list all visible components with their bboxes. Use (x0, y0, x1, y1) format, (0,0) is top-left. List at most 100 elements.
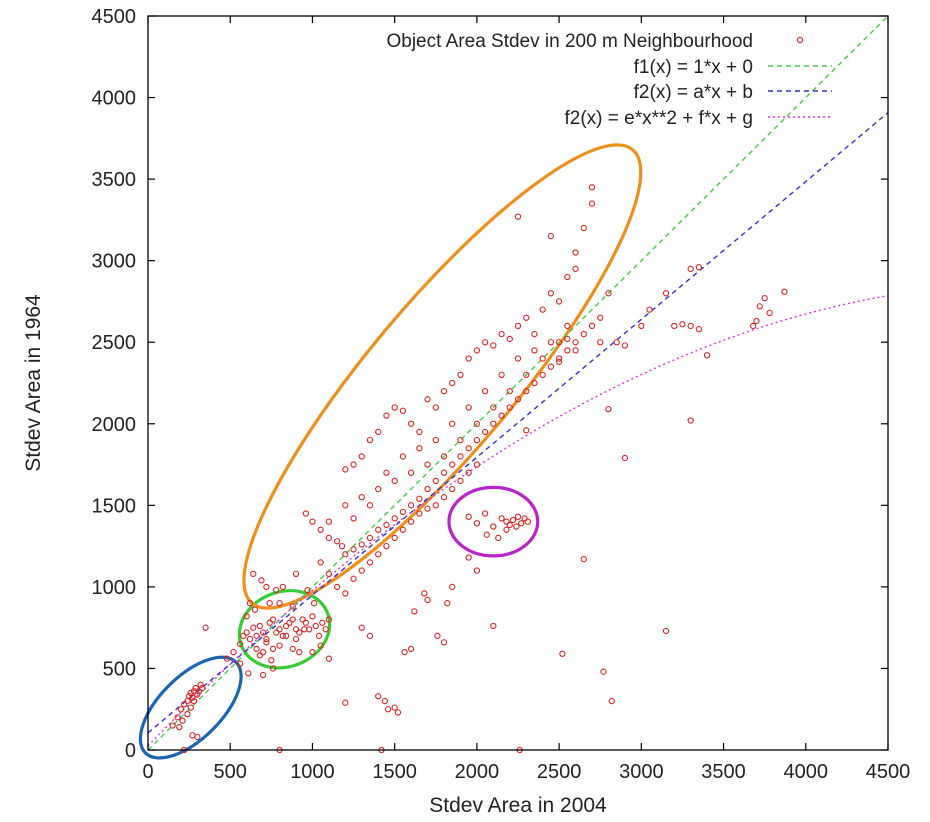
data-point-205 (498, 371, 505, 378)
data-point-83 (269, 665, 277, 672)
data-point-206 (514, 355, 522, 362)
data-point-170 (391, 534, 398, 542)
data-point-104 (440, 469, 448, 476)
data-point-88 (317, 526, 324, 533)
data-point-29 (250, 624, 257, 631)
data-point-140 (473, 347, 481, 354)
highlight-ellipse-3 (242, 143, 643, 610)
data-point-102 (424, 485, 431, 493)
data-point-173 (416, 510, 423, 517)
data-point-182 (342, 502, 349, 509)
data-point-236 (421, 590, 428, 597)
plot-frame (147, 15, 889, 751)
data-point-35 (269, 616, 277, 623)
data-point-234 (407, 645, 415, 653)
data-point-222 (483, 531, 490, 538)
data-point-109 (481, 428, 489, 436)
data-point-113 (514, 396, 522, 403)
y-tick-label-500: 500 (103, 658, 136, 680)
data-point-118 (555, 355, 563, 362)
data-point-178 (457, 477, 464, 485)
data-point-97 (383, 521, 390, 529)
data-point-44 (299, 616, 306, 623)
data-point-138 (457, 371, 464, 378)
data-point-16 (184, 710, 191, 718)
x-tick-label-1500: 1500 (372, 761, 417, 783)
data-point-26 (240, 632, 247, 639)
fit-lines (148, 16, 888, 750)
y-tick-label-1000: 1000 (92, 577, 137, 599)
data-point-13 (199, 684, 206, 692)
data-point-110 (490, 420, 497, 427)
data-point-251 (608, 697, 615, 705)
data-point-265 (687, 322, 694, 330)
data-point-34 (266, 619, 273, 626)
legend-label-3: f2(x) = e*x**2 + f*x + g (564, 108, 753, 129)
data-point-66 (292, 635, 300, 643)
fit-line-2 (148, 112, 888, 734)
data-point-137 (449, 379, 456, 387)
highlight-ellipse-1 (138, 655, 243, 760)
data-point-72 (258, 577, 265, 584)
data-point-125 (350, 461, 357, 468)
x-tick-label-0: 0 (142, 761, 153, 783)
data-point-64 (273, 587, 280, 594)
data-point-269 (695, 264, 703, 271)
data-point-144 (506, 335, 513, 343)
data-point-76 (304, 587, 311, 594)
x-axis-label: Stdev Area in 2004 (429, 794, 607, 817)
data-point-270 (703, 352, 711, 359)
data-point-130 (391, 404, 398, 411)
data-point-73 (266, 600, 273, 607)
data-point-15 (187, 704, 194, 711)
data-point-10 (194, 691, 201, 698)
data-point-96 (375, 526, 382, 533)
data-point-149 (547, 290, 555, 297)
data-point-120 (572, 339, 579, 346)
data-point-84 (289, 645, 296, 653)
data-point-225 (342, 699, 349, 706)
y-tick-label-3500: 3500 (92, 169, 137, 191)
data-point-89 (325, 534, 333, 542)
data-point-36 (273, 629, 280, 636)
data-point-268 (687, 265, 694, 272)
data-point-237 (424, 596, 431, 604)
data-point-199 (399, 453, 407, 460)
data-point-160 (613, 339, 620, 346)
data-point-216 (506, 521, 513, 529)
data-point-163 (333, 583, 341, 591)
data-point-204 (481, 388, 489, 395)
data-point-241 (449, 583, 456, 591)
data-point-198 (383, 469, 390, 476)
data-point-196 (350, 515, 357, 522)
data-point-187 (424, 461, 431, 468)
data-point-94 (358, 541, 365, 548)
data-point-77 (310, 600, 318, 607)
data-point-49 (315, 632, 323, 639)
data-point-197 (366, 502, 374, 509)
data-point-260 (646, 306, 653, 313)
y-tick-label-2000: 2000 (92, 414, 137, 436)
data-point-134 (424, 396, 431, 403)
data-point-267 (695, 326, 703, 333)
data-point-249 (580, 556, 587, 563)
data-point-244 (490, 622, 497, 630)
data-point-169 (383, 542, 390, 550)
data-point-242 (465, 554, 472, 561)
data-point-1 (174, 714, 181, 721)
data-point-115 (531, 379, 538, 387)
data-point-201 (432, 436, 439, 444)
data-point-261 (662, 290, 670, 297)
data-point-232 (394, 709, 402, 716)
y-tick-label-1500: 1500 (92, 495, 137, 517)
data-point-264 (679, 321, 686, 328)
data-point-194 (539, 355, 546, 362)
data-point-148 (539, 306, 546, 313)
data-point-52 (325, 616, 333, 623)
legend: Object Area Stdev in 200 m Neighbourhood… (386, 31, 832, 129)
data-point-263 (671, 322, 678, 330)
data-point-272 (753, 317, 760, 325)
data-point-7 (189, 694, 196, 701)
data-point-38 (279, 632, 286, 639)
